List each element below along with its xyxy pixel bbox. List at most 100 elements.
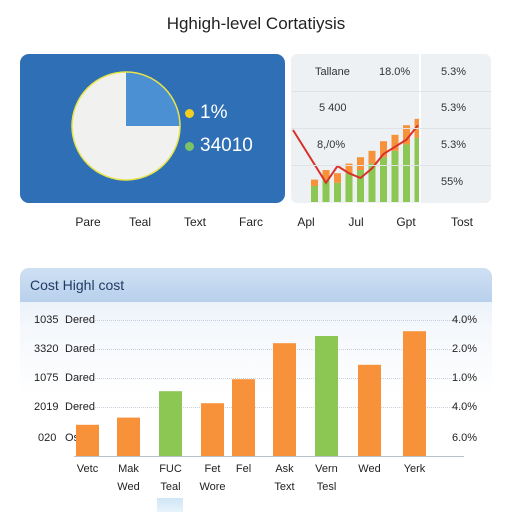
- bar-8: [358, 364, 381, 456]
- x-axis-label-6: Ask Text: [260, 460, 310, 496]
- x-axis-label-7: Vern Tesl: [302, 460, 352, 496]
- row-divider: [291, 165, 491, 166]
- pie-chart: [71, 71, 181, 181]
- mini-bar-10-segment-1: [414, 138, 421, 202]
- y-tick-label-3: Dared: [65, 372, 95, 384]
- mini-panel: Tallane 18.0% 5.3% 5 400 5.3% 8,/0% 5.3%…: [291, 54, 491, 203]
- mini-row-1-value: 5.3%: [441, 66, 467, 78]
- mini-row-4-value: 55%: [441, 176, 464, 188]
- y-tick-left-5: 020: [38, 432, 57, 444]
- y-tick-right-2: 2.0%: [452, 343, 478, 355]
- mini-row-1-label: Tallane: [315, 66, 350, 78]
- mini-bar-6-segment-2: [368, 150, 376, 164]
- bar-7: [315, 336, 338, 456]
- x-axis-label-line2: Text: [274, 481, 295, 493]
- bar-2: [117, 417, 140, 456]
- mini-x-label-1: Apl: [297, 215, 315, 229]
- bar-9: [403, 331, 426, 456]
- stat-total: 34010: [185, 135, 253, 157]
- pie-slice-2: [126, 72, 180, 126]
- x-axis-label-line2: Tesl: [316, 481, 337, 493]
- x-axis-label-1: Vetc: [63, 460, 113, 478]
- mini-bar-4-segment-2: [345, 163, 353, 174]
- pie-label-2: Teal: [128, 215, 151, 229]
- mini-bar-3-segment-2: [334, 173, 341, 183]
- x-axis-label-line1: Fel: [235, 463, 252, 475]
- mini-bar-4-segment-1: [345, 173, 353, 202]
- gridline: [74, 320, 464, 321]
- stat-percent-value: 1%: [200, 102, 228, 123]
- mini-row-1-mid: 18.0%: [379, 66, 411, 78]
- x-axis-label-9: Yerk: [390, 460, 440, 478]
- gridline: [74, 378, 464, 379]
- mini-bar-1-segment-2: [311, 179, 318, 186]
- pie-outline: [71, 71, 181, 181]
- x-axis-label-line1: Vern: [315, 463, 338, 475]
- x-axis-label-2: Mak Wed: [104, 460, 154, 496]
- y-tick-right-1: 4.0%: [452, 314, 478, 326]
- mini-bar-3-segment-1: [334, 182, 341, 202]
- trend-line: [292, 124, 419, 185]
- y-tick-left-4: 2019: [34, 401, 59, 413]
- x-axis-label-4: Fet Wore: [188, 460, 238, 496]
- bar-1: [76, 424, 99, 456]
- x-axis-label-8: Wed: [345, 460, 395, 478]
- x-axis-label-5: Fel: [219, 460, 269, 478]
- bar-chart-header: [20, 268, 492, 302]
- x-axis-label-line1: Vetc: [76, 463, 99, 475]
- row-divider: [291, 91, 491, 92]
- bar-5: [232, 379, 255, 456]
- y-tick-right-4: 4.0%: [452, 401, 478, 413]
- yellow-dot-icon: [185, 108, 194, 118]
- mini-row-2-value: 5.3%: [441, 102, 467, 114]
- mini-bar-2-segment-1: [322, 179, 330, 202]
- bar-4: [201, 403, 224, 456]
- scroll-hint: [157, 498, 183, 512]
- mini-bar-6-segment-1: [368, 163, 376, 202]
- bar-6: [273, 343, 296, 456]
- x-axis-label-3: FUC Teal: [146, 460, 196, 496]
- y-tick-label-1: Dered: [65, 314, 95, 326]
- x-axis-baseline: [74, 456, 464, 457]
- x-axis-label-line2: Wed: [117, 481, 140, 493]
- y-tick-left-2: 3320: [34, 343, 59, 355]
- y-tick-left-3: 1075: [34, 372, 59, 384]
- mini-row-2-label: 5 400: [319, 102, 347, 114]
- mini-bar-9-segment-1: [403, 144, 410, 202]
- pie-label-1: Pare: [75, 215, 101, 229]
- x-axis-label-line2: Wore: [199, 481, 226, 493]
- pie-label-3: Text: [183, 215, 206, 229]
- mini-x-label-2: Jul: [348, 215, 364, 229]
- stat-total-value: 34010: [200, 135, 253, 156]
- mini-bar-8-segment-2: [391, 134, 399, 151]
- gridline: [74, 349, 464, 350]
- page-title: Hghigh-level Cortatiysis: [166, 14, 346, 33]
- green-dot-icon: [185, 141, 194, 151]
- y-tick-label-4: Dered: [65, 401, 95, 413]
- x-axis-label-line1: Mak: [118, 463, 139, 475]
- x-axis-label-line1: Ask: [275, 463, 294, 475]
- mini-row-3-value: 5.3%: [441, 139, 467, 151]
- x-axis-label-line1: Wed: [358, 463, 381, 475]
- mini-x-label-3: Gpt: [396, 215, 416, 229]
- row-divider: [291, 128, 491, 129]
- mini-x-label-4: Tost: [450, 215, 473, 229]
- bar-chart-title: Cost Highl cost: [30, 277, 125, 293]
- y-tick-right-3: 1.0%: [452, 372, 478, 384]
- bar-3: [159, 391, 182, 456]
- gridline: [74, 407, 464, 408]
- mini-bar-8-segment-1: [391, 150, 399, 202]
- x-axis-label-line1: FUC: [159, 463, 182, 475]
- mini-bar-7-segment-1: [380, 157, 387, 202]
- x-axis-label-line1: Yerk: [403, 463, 426, 475]
- x-axis-label-line1: Fet: [204, 463, 221, 475]
- mini-row-3-label: 8,/0%: [317, 139, 346, 151]
- mini-bar-1-segment-1: [311, 186, 318, 202]
- y-tick-left-1: 1035: [34, 314, 59, 326]
- mini-bar-2-segment-2: [322, 170, 330, 180]
- y-tick-label-2: Dared: [65, 343, 95, 355]
- pie-label-4: Farc: [239, 215, 263, 229]
- stat-percent: 1%: [185, 102, 227, 124]
- y-tick-right-5: 6.0%: [452, 432, 478, 444]
- pie-card: 1% 34010: [20, 54, 285, 203]
